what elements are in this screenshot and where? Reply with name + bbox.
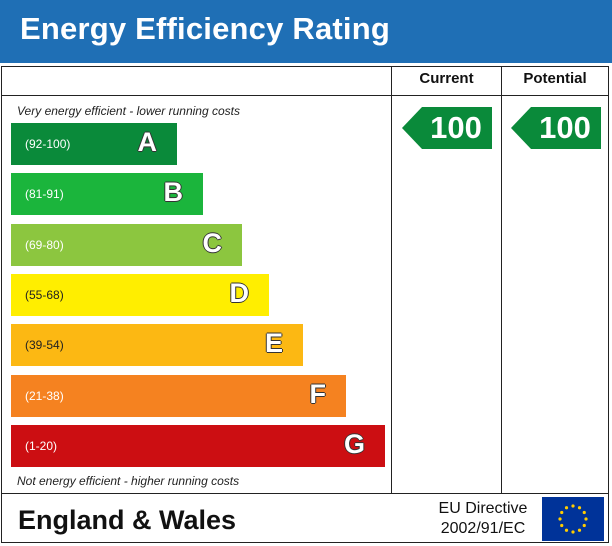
note-inefficient: Not energy efficient - higher running co… <box>17 474 240 488</box>
band-letter: B <box>163 177 184 208</box>
band-range-label: (81-91) <box>25 187 64 202</box>
potential-rating-value: 100 <box>539 110 591 145</box>
current-rating-arrow: 100 <box>402 107 492 149</box>
eu-star-icon <box>582 510 586 515</box>
eu-star-icon <box>564 506 569 510</box>
band-range-label: (55-68) <box>25 287 64 302</box>
eu-star-icon <box>564 528 569 532</box>
eu-star-icon <box>584 517 588 521</box>
column-divider-current <box>391 66 392 494</box>
page-title: Energy Efficiency Rating <box>20 11 391 46</box>
potential-arrow-shape <box>511 107 601 149</box>
band-letter: A <box>137 127 158 157</box>
eu-star-icon <box>560 510 564 515</box>
band-range-label: (1-20) <box>25 438 58 453</box>
band-b: (81-91) B <box>11 173 203 216</box>
potential-rating-arrow: 100 <box>511 107 601 149</box>
region-label: England & Wales <box>18 505 237 535</box>
eu-star-icon <box>577 528 582 532</box>
band-d: (55-68) D <box>11 273 269 316</box>
band-letter: G <box>343 428 365 459</box>
column-divider-potential <box>501 66 502 494</box>
current-rating-value: 100 <box>430 110 482 145</box>
eu-star-icon <box>571 504 575 508</box>
band-letter: E <box>264 328 283 359</box>
band-f: (21-38) F <box>11 374 346 417</box>
band-range-label: (92-100) <box>25 137 71 151</box>
eu-flag-icon <box>542 497 604 541</box>
directive-line-2: 2002/91/EC <box>440 520 526 537</box>
band-g: (1-20) G <box>11 424 385 467</box>
directive-line-1: EU Directive <box>438 500 528 517</box>
eu-star-icon <box>558 517 562 521</box>
current-arrow-shape <box>402 107 492 149</box>
eu-star-icon <box>582 523 586 528</box>
band-a: (92-100) A <box>11 123 177 165</box>
rating-table <box>1 66 609 543</box>
title-banner: Energy Efficiency Rating <box>0 0 612 63</box>
footer-divider <box>1 493 609 494</box>
eu-star-icon <box>577 506 582 510</box>
note-efficient: Very energy efficient - lower running co… <box>17 104 240 118</box>
eu-star-icon <box>571 530 575 534</box>
column-header-current: Current <box>419 70 474 87</box>
band-range-label: (69-80) <box>25 237 64 252</box>
band-letter: F <box>309 378 327 409</box>
band-c: (69-80) C <box>11 223 242 266</box>
band-range-label: (39-54) <box>25 338 64 353</box>
band-letter: C <box>202 227 223 258</box>
band-e: (39-54) E <box>11 324 303 367</box>
band-range-label: (21-38) <box>25 388 64 403</box>
header-row-divider <box>1 95 609 96</box>
column-header-potential: Potential <box>523 70 587 87</box>
band-letter: D <box>229 277 250 308</box>
eu-star-icon <box>560 523 564 528</box>
